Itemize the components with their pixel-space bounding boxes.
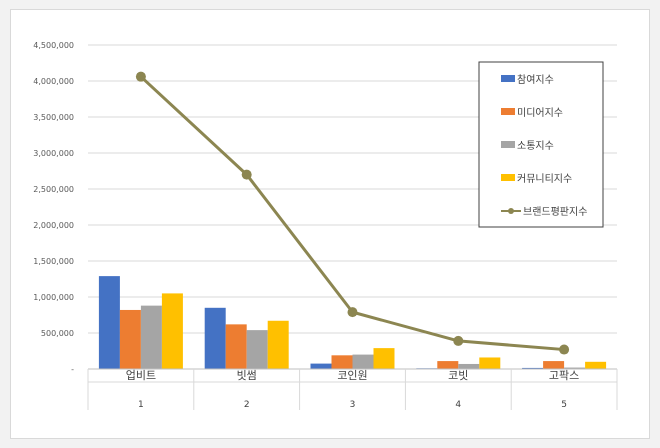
x-category-label: 업비트	[126, 369, 156, 382]
x-category-number: 2	[244, 400, 250, 410]
y-tick-label: 4,000,000	[33, 77, 74, 86]
x-category-label: 빗썸	[237, 369, 257, 382]
y-tick-label: 2,000,000	[33, 221, 74, 230]
bar	[458, 363, 480, 369]
x-category-label: 고팍스	[549, 369, 579, 382]
x-category-number: 1	[138, 400, 144, 410]
x-category-label: 코빗	[448, 369, 468, 382]
legend-label: 소통지수	[517, 140, 554, 152]
legend-swatch	[501, 108, 515, 115]
y-tick-label: 1,000,000	[33, 293, 74, 302]
y-tick-label: 3,500,000	[33, 113, 74, 122]
bar	[119, 309, 141, 369]
y-tick-label: 2,500,000	[33, 185, 74, 194]
bar	[352, 354, 374, 369]
y-tick-label: 4,500,000	[33, 41, 74, 50]
bar	[543, 361, 565, 369]
bar	[522, 367, 544, 369]
x-category-number: 3	[350, 400, 356, 410]
x-category-label: 코인원	[337, 369, 367, 382]
bar	[331, 355, 353, 369]
bar	[204, 307, 226, 369]
bar	[98, 276, 120, 369]
bar	[479, 357, 501, 369]
y-tick-label: 1,500,000	[33, 257, 74, 266]
line-point	[453, 335, 464, 346]
bar	[267, 320, 289, 369]
x-axis: 업비트 1 빗썸 2 코인원 3 코빗 4 고팍스 5	[87, 368, 618, 410]
bar	[585, 361, 607, 369]
line-series	[135, 71, 570, 355]
chart-frame: - 500,000 1,000,000 1,500,000 2,000,000 2,500…	[10, 9, 650, 439]
bar	[225, 324, 247, 369]
x-category-number: 4	[455, 400, 461, 410]
y-axis-labels: - 500,000 1,000,000 1,500,000 2,000,000 2,500…	[33, 41, 74, 374]
legend-label: 커뮤니티지수	[517, 173, 572, 185]
line-point	[241, 169, 252, 180]
y-tick-label: 3,000,000	[33, 149, 74, 158]
bars	[98, 276, 607, 369]
bar	[437, 361, 459, 369]
bar	[373, 348, 395, 369]
legend-label: 미디어지수	[517, 107, 563, 119]
legend-swatch	[501, 75, 515, 82]
legend-box	[478, 61, 604, 228]
line-point	[135, 71, 146, 82]
legend-label: 브랜드평판지수	[523, 206, 587, 218]
bar	[564, 367, 586, 369]
line-point	[347, 307, 358, 318]
bar	[161, 293, 183, 369]
bar	[246, 330, 268, 369]
legend-label: 참여지수	[517, 74, 554, 86]
x-category-number: 5	[561, 400, 567, 410]
legend-swatch	[501, 141, 515, 148]
bar	[310, 363, 332, 369]
y-tick-label: 500,000	[41, 329, 74, 338]
combo-chart: - 500,000 1,000,000 1,500,000 2,000,000 2,500…	[33, 41, 618, 410]
legend-marker	[508, 208, 514, 214]
bar	[140, 305, 162, 369]
line-point	[559, 344, 570, 355]
legend-swatch	[501, 174, 515, 181]
y-tick-label: -	[71, 365, 74, 374]
